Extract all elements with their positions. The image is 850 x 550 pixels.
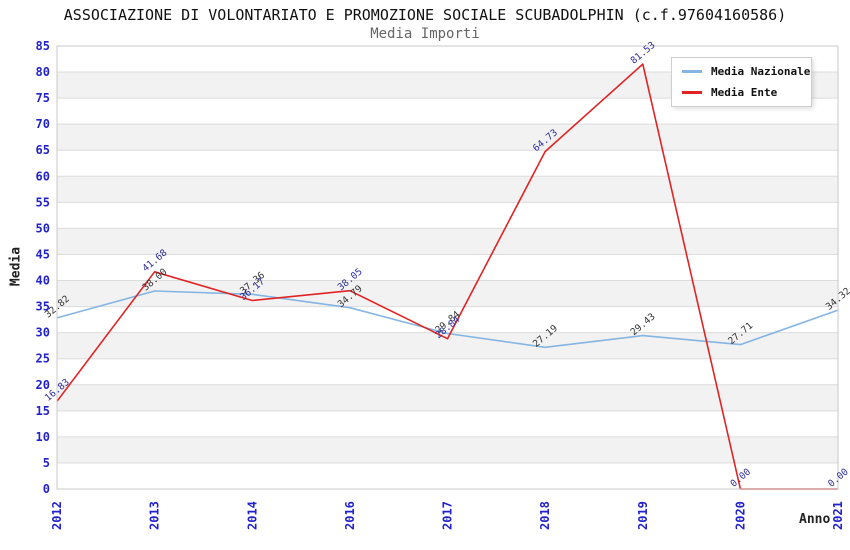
svg-text:0: 0 — [43, 482, 50, 496]
svg-text:2013: 2013 — [148, 501, 162, 530]
svg-text:75: 75 — [36, 91, 50, 105]
svg-text:55: 55 — [36, 195, 50, 209]
svg-text:80: 80 — [36, 65, 50, 79]
svg-text:30: 30 — [36, 326, 50, 340]
svg-text:35: 35 — [36, 300, 50, 314]
svg-text:81.53: 81.53 — [629, 40, 658, 67]
svg-text:2017: 2017 — [441, 501, 455, 530]
legend-item-media-nazionale: Media Nazionale — [682, 65, 810, 78]
svg-text:0.00: 0.00 — [728, 466, 753, 489]
svg-text:65: 65 — [36, 143, 50, 157]
svg-text:2012: 2012 — [50, 501, 64, 530]
svg-text:2020: 2020 — [733, 501, 747, 530]
chart-subtitle: Media Importi — [370, 26, 480, 42]
svg-text:70: 70 — [36, 117, 50, 131]
legend-label-nazionale: Media Nazionale — [711, 65, 811, 78]
svg-text:15: 15 — [36, 404, 50, 418]
legend-item-media-ente: Media Ente — [682, 86, 801, 99]
legend-swatch-nazionale-icon — [682, 70, 702, 73]
svg-text:2019: 2019 — [636, 501, 650, 530]
x-axis-label: Anno — [799, 512, 831, 527]
chart-legend: Media Nazionale Media Ente — [671, 57, 812, 107]
svg-text:20: 20 — [36, 378, 50, 392]
svg-text:2014: 2014 — [245, 501, 259, 530]
svg-text:2021: 2021 — [831, 501, 845, 530]
legend-swatch-ente-icon — [682, 91, 702, 94]
svg-text:45: 45 — [36, 247, 50, 261]
chart-title: ASSOCIAZIONE DI VOLONTARIATO E PROMOZION… — [63, 6, 787, 24]
svg-text:60: 60 — [36, 169, 50, 183]
svg-text:50: 50 — [36, 221, 50, 235]
svg-text:10: 10 — [36, 430, 50, 444]
svg-text:40: 40 — [36, 274, 50, 288]
legend-label-ente: Media Ente — [711, 86, 778, 99]
svg-text:25: 25 — [36, 352, 50, 366]
svg-text:2016: 2016 — [343, 501, 357, 530]
svg-text:5: 5 — [43, 456, 50, 470]
svg-text:85: 85 — [36, 39, 50, 53]
svg-text:2018: 2018 — [538, 501, 552, 530]
